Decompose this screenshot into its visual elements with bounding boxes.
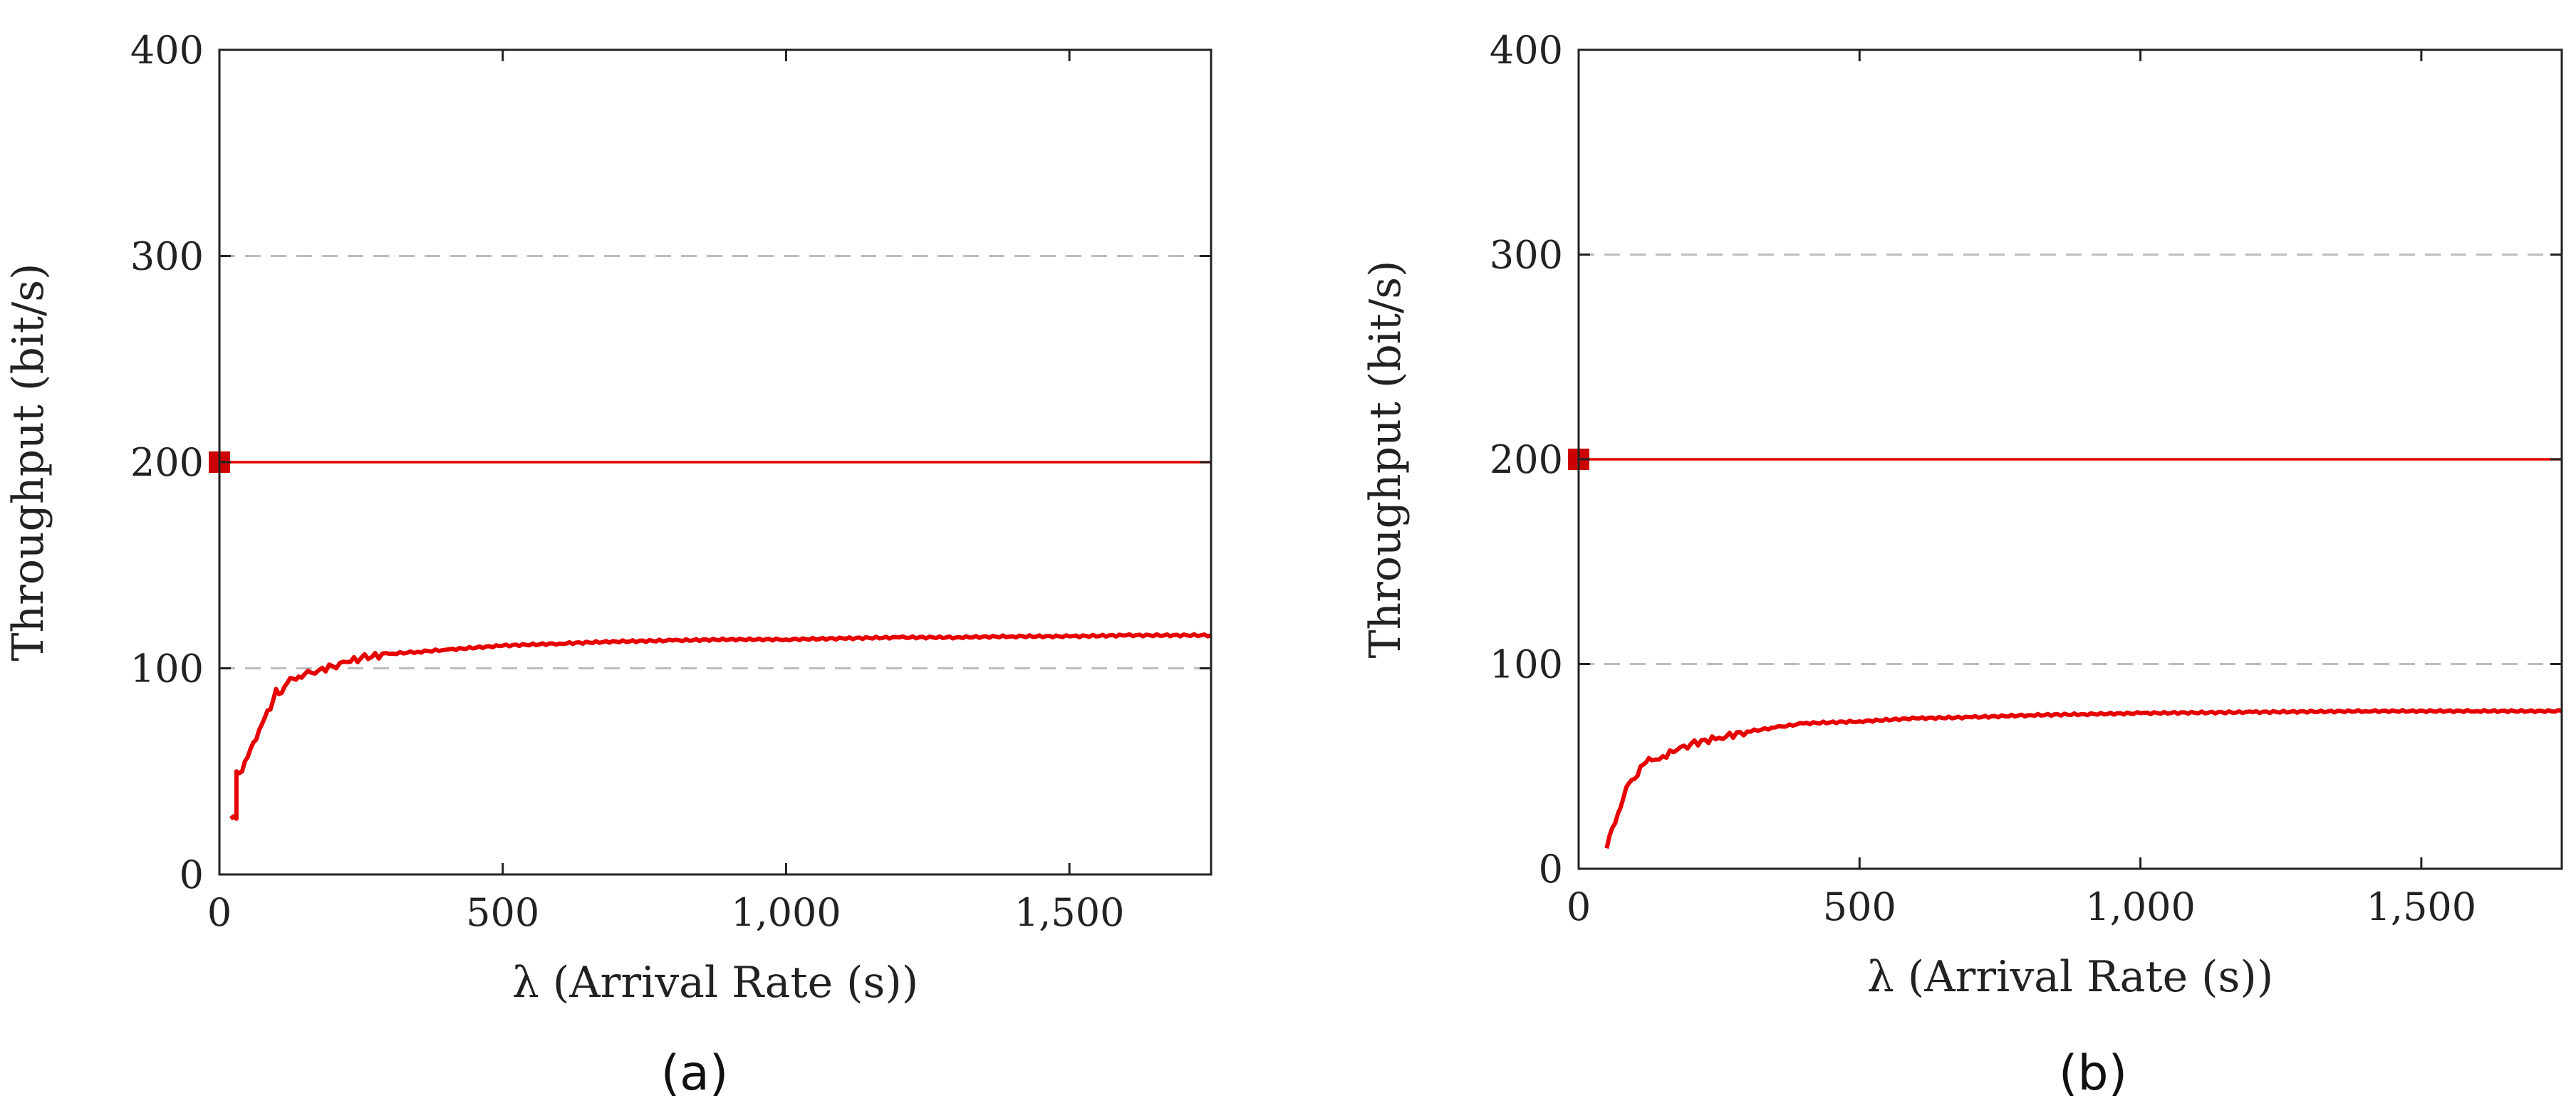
y-tick-label: 200 [130, 440, 204, 485]
y-tick-label: 100 [1490, 642, 1563, 687]
y-tick-label: 300 [130, 234, 204, 279]
x-tick-label: 1,500 [1014, 890, 1125, 935]
y-tick-label: 0 [180, 852, 204, 897]
y-tick-label: 400 [130, 28, 204, 73]
panel-caption: (a) [661, 1045, 729, 1102]
y-axis-label: Throughput (bit/s) [4, 263, 53, 662]
x-axis-label: λ (Arrival Rate (s)) [512, 958, 918, 1008]
y-tick-label: 300 [1490, 233, 1563, 278]
x-axis-label: λ (Arrival Rate (s)) [1867, 952, 2273, 1002]
y-tick-label: 100 [130, 647, 204, 691]
x-tick-label: 0 [1567, 884, 1591, 929]
x-tick-label: 500 [466, 890, 539, 935]
y-tick-label: 400 [1490, 28, 1563, 73]
x-tick-label: 1,000 [2085, 884, 2196, 929]
y-axis-label: Throughput (bit/s) [1361, 261, 1411, 659]
throughput-line [229, 632, 1212, 821]
chart-panel-a: 0 100 200 300 400 0 500 1,000 1,500 λ (Arrival Ra… [4, 28, 1212, 1102]
y-tick-label: 0 [1539, 847, 1563, 892]
x-tick-label: 1,000 [731, 890, 841, 935]
chart-panel-b: 0 100 200 300 400 0 500 1,000 1,500 λ (Arrival Ra… [1361, 28, 2563, 1102]
panel-caption: (b) [2059, 1045, 2127, 1102]
x-tick-label: 0 [207, 890, 232, 935]
x-tick-label: 1,500 [2367, 884, 2477, 929]
y-tick-label: 200 [1490, 437, 1563, 482]
x-tick-label: 500 [1823, 884, 1896, 929]
throughput-line [1604, 708, 2562, 849]
